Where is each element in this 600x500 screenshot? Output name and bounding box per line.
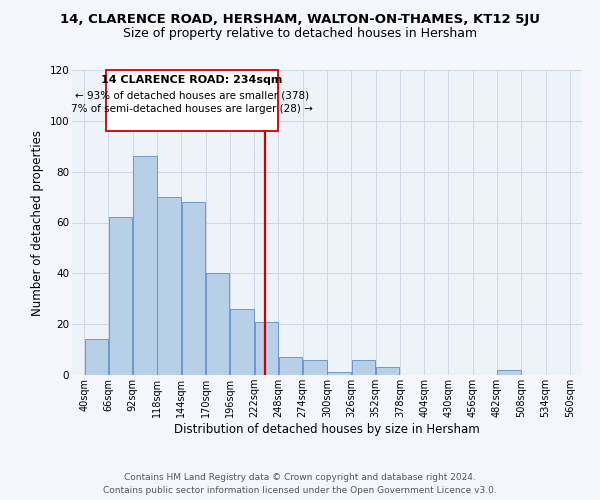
Bar	[352, 360, 375, 375]
Bar	[109, 218, 133, 375]
Text: 14 CLARENCE ROAD: 234sqm: 14 CLARENCE ROAD: 234sqm	[101, 75, 283, 85]
FancyBboxPatch shape	[106, 70, 278, 131]
Bar	[133, 156, 157, 375]
Y-axis label: Number of detached properties: Number of detached properties	[31, 130, 44, 316]
Bar	[206, 274, 229, 375]
Bar	[85, 340, 108, 375]
Bar	[182, 202, 205, 375]
Bar	[376, 368, 400, 375]
Bar	[254, 322, 278, 375]
Bar	[497, 370, 521, 375]
Bar	[157, 197, 181, 375]
Bar	[328, 372, 351, 375]
Text: Size of property relative to detached houses in Hersham: Size of property relative to detached ho…	[123, 28, 477, 40]
Bar	[279, 357, 302, 375]
Bar	[230, 309, 254, 375]
Text: Contains HM Land Registry data © Crown copyright and database right 2024.
Contai: Contains HM Land Registry data © Crown c…	[103, 473, 497, 495]
X-axis label: Distribution of detached houses by size in Hersham: Distribution of detached houses by size …	[174, 423, 480, 436]
Bar	[303, 360, 326, 375]
Text: 14, CLARENCE ROAD, HERSHAM, WALTON-ON-THAMES, KT12 5JU: 14, CLARENCE ROAD, HERSHAM, WALTON-ON-TH…	[60, 12, 540, 26]
Text: 7% of semi-detached houses are larger (28) →: 7% of semi-detached houses are larger (2…	[71, 104, 313, 115]
Text: ← 93% of detached houses are smaller (378): ← 93% of detached houses are smaller (37…	[75, 90, 309, 101]
